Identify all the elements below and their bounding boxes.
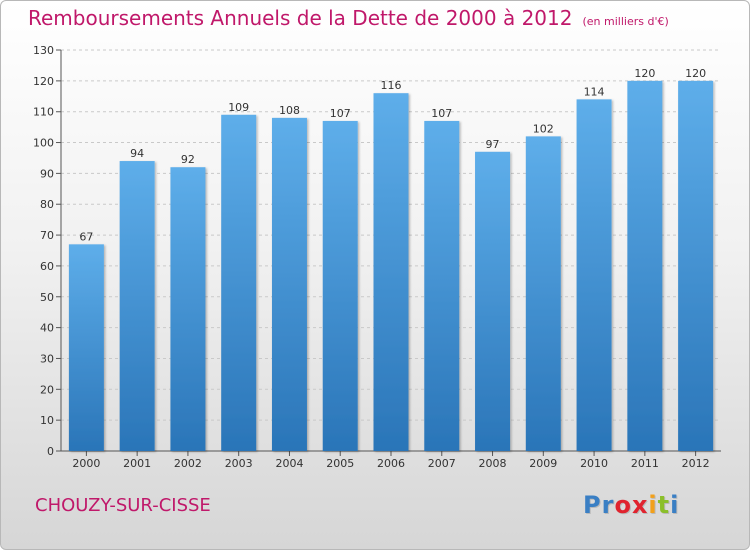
x-tick-label: 2005 bbox=[326, 457, 354, 470]
x-tick-label: 2006 bbox=[377, 457, 405, 470]
y-tick-label: 90 bbox=[40, 167, 54, 180]
bar-2007 bbox=[424, 120, 460, 451]
bar-2012 bbox=[678, 80, 714, 451]
x-tick-label: 2011 bbox=[631, 457, 659, 470]
x-tick-label: 2012 bbox=[682, 457, 710, 470]
x-tick-label: 2002 bbox=[174, 457, 202, 470]
x-tick-label: 2009 bbox=[529, 457, 557, 470]
chart-subtitle: (en milliers d'€) bbox=[582, 15, 669, 28]
data-label-2006: 116 bbox=[381, 79, 402, 92]
x-tick-label: 2008 bbox=[479, 457, 507, 470]
x-tick-label: 2001 bbox=[123, 457, 151, 470]
data-label-2002: 92 bbox=[181, 153, 195, 166]
y-tick-label: 40 bbox=[40, 322, 54, 335]
data-label-2008: 97 bbox=[486, 138, 500, 151]
y-tick-label: 60 bbox=[40, 260, 54, 273]
bars bbox=[68, 80, 714, 452]
y-tick-label: 100 bbox=[33, 137, 54, 150]
y-tick-label: 130 bbox=[33, 44, 54, 57]
bar-2008 bbox=[475, 151, 511, 452]
x-tick-label: 2010 bbox=[580, 457, 608, 470]
y-tick-label: 0 bbox=[47, 445, 54, 458]
x-tick-label: 2003 bbox=[225, 457, 253, 470]
bar-2004 bbox=[271, 117, 307, 451]
bar-2000 bbox=[68, 244, 104, 451]
bar-2002 bbox=[170, 167, 206, 451]
data-label-2003: 109 bbox=[228, 101, 249, 114]
bar-2010 bbox=[576, 99, 612, 451]
logo-letter: t bbox=[657, 491, 671, 519]
y-tick-label: 10 bbox=[40, 414, 54, 427]
data-label-2001: 94 bbox=[130, 147, 144, 160]
y-tick-label: 20 bbox=[40, 383, 54, 396]
y-tick-label: 30 bbox=[40, 352, 54, 365]
data-label-2009: 102 bbox=[533, 122, 554, 135]
data-label-2005: 107 bbox=[330, 107, 351, 120]
logo-letter: P bbox=[583, 491, 602, 519]
data-label-2004: 108 bbox=[279, 104, 300, 117]
x-tick-label: 2000 bbox=[72, 457, 100, 470]
commune-name: CHOUZY-SUR-CISSE bbox=[35, 495, 211, 516]
proxiti-logo: Proxiti bbox=[583, 491, 679, 519]
x-tick-label: 2007 bbox=[428, 457, 456, 470]
logo-letter: i bbox=[648, 491, 658, 519]
bar-2005 bbox=[322, 120, 358, 451]
logo-letter: r bbox=[601, 491, 615, 519]
logo-letter: o bbox=[614, 491, 632, 519]
labels: 0 10 20 30 40 50 60 70 80 90 100 110 120 130 67 2000 94 2… bbox=[33, 44, 710, 470]
logo-letter: i bbox=[670, 491, 680, 519]
y-tick-label: 50 bbox=[40, 291, 54, 304]
title-text: Remboursements Annuels de la Dette de 20… bbox=[28, 6, 573, 30]
y-tick-label: 70 bbox=[40, 229, 54, 242]
logo-letter: x bbox=[631, 491, 649, 519]
y-tick-label: 80 bbox=[40, 198, 54, 211]
y-tick-label: 120 bbox=[33, 75, 54, 88]
chart-title: Remboursements Annuels de la Dette de 20… bbox=[28, 6, 669, 30]
data-label-2010: 114 bbox=[584, 85, 605, 98]
data-label-2011: 120 bbox=[634, 67, 655, 80]
data-label-2007: 107 bbox=[431, 107, 452, 120]
data-label-2000: 67 bbox=[79, 230, 93, 243]
bar-2011 bbox=[627, 80, 663, 451]
bar-2003 bbox=[221, 114, 257, 452]
y-tick-label: 110 bbox=[33, 106, 54, 119]
bar-2009 bbox=[525, 136, 561, 451]
bar-2006 bbox=[373, 93, 409, 451]
x-tick-label: 2004 bbox=[275, 457, 303, 470]
bar-2001 bbox=[119, 161, 155, 452]
data-label-2012: 120 bbox=[685, 67, 706, 80]
